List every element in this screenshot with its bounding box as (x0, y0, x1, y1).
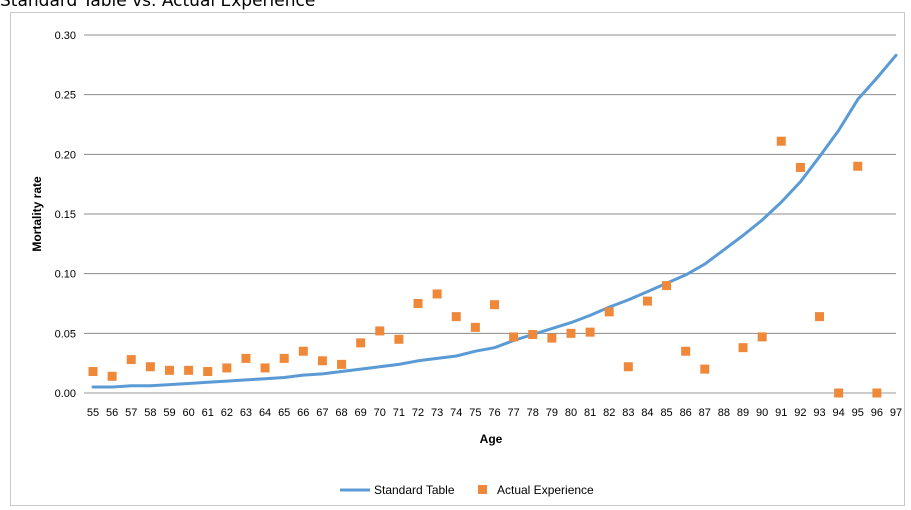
y-tick-label: 0.05 (55, 328, 76, 340)
data-point-actual-experience (126, 355, 136, 365)
x-tick-label: 75 (469, 407, 481, 419)
data-point-actual-experience (260, 363, 270, 373)
x-tick-label: 69 (355, 407, 367, 419)
x-tick-label: 97 (890, 407, 902, 419)
y-tick-label: 0.30 (55, 30, 76, 42)
y-tick-label: 0.20 (55, 149, 76, 161)
x-tick-label: 85 (660, 407, 672, 419)
y-tick-label: 0.15 (55, 209, 76, 221)
x-tick-label: 65 (278, 407, 290, 419)
x-tick-label: 57 (125, 407, 137, 419)
data-point-actual-experience (222, 363, 232, 373)
x-tick-label: 96 (871, 407, 883, 419)
x-tick-label: 74 (450, 407, 462, 419)
x-tick-label: 92 (794, 407, 806, 419)
data-point-actual-experience (88, 367, 98, 377)
legend-label-standard-table: Standard Table (374, 483, 455, 497)
data-point-actual-experience (184, 365, 194, 375)
x-tick-label: 90 (756, 407, 768, 419)
data-point-actual-experience (585, 327, 595, 337)
x-tick-label: 61 (202, 407, 214, 419)
x-tick-label: 91 (775, 407, 787, 419)
x-tick-label: 64 (259, 407, 271, 419)
x-tick-label: 71 (393, 407, 405, 419)
data-point-actual-experience (298, 346, 308, 356)
data-point-actual-experience (375, 326, 385, 336)
data-point-actual-experience (356, 338, 366, 348)
data-point-actual-experience (815, 312, 825, 322)
data-point-actual-experience (203, 367, 213, 377)
x-tick-label: 60 (182, 407, 194, 419)
data-point-actual-experience (872, 388, 882, 398)
data-point-actual-experience (279, 353, 289, 363)
x-tick-label: 62 (221, 407, 233, 419)
x-tick-label: 86 (680, 407, 692, 419)
data-point-actual-experience (337, 359, 347, 369)
x-tick-label: 59 (163, 407, 175, 419)
x-tick-label: 66 (297, 407, 309, 419)
y-tick-label: 0.10 (55, 269, 76, 281)
data-point-actual-experience (738, 343, 748, 353)
data-point-actual-experience (413, 299, 423, 308)
data-point-actual-experience (776, 136, 786, 146)
data-point-actual-experience (528, 330, 538, 340)
x-tick-label: 78 (527, 407, 539, 419)
x-tick-label: 70 (374, 407, 386, 419)
data-point-actual-experience (490, 300, 499, 310)
series-line-standard-table (91, 53, 898, 389)
data-point-actual-experience (164, 365, 174, 375)
data-point-actual-experience (547, 333, 557, 343)
data-point-actual-experience (642, 296, 652, 306)
x-axis-title: Age (480, 432, 503, 446)
x-tick-label: 67 (316, 407, 328, 419)
data-point-actual-experience (317, 356, 327, 366)
data-point-actual-experience (757, 332, 767, 342)
data-point-actual-experience (853, 161, 863, 171)
data-point-actual-experience (681, 346, 691, 356)
x-tick-label: 68 (335, 407, 347, 419)
y-tick-label: 0.00 (55, 388, 76, 400)
x-tick-label: 81 (584, 407, 596, 419)
x-tick-label: 77 (507, 407, 519, 419)
data-point-actual-experience (241, 353, 251, 363)
data-point-actual-experience (604, 307, 614, 317)
x-tick-label: 76 (488, 407, 500, 419)
x-tick-label: 73 (431, 407, 443, 419)
y-tick-label: 0.25 (55, 90, 76, 102)
data-point-actual-experience (795, 162, 805, 172)
x-tick-label: 82 (603, 407, 615, 419)
x-tick-label: 95 (852, 407, 864, 419)
x-tick-label: 55 (87, 407, 99, 419)
y-axis-title: Mortality rate (30, 176, 44, 252)
x-tick-label: 63 (240, 407, 252, 419)
data-point-actual-experience (509, 332, 519, 342)
x-tick-label: 72 (412, 407, 424, 419)
x-tick-label: 84 (641, 407, 653, 419)
data-point-actual-experience (700, 364, 710, 374)
x-tick-label: 56 (106, 407, 118, 419)
data-point-actual-experience (566, 328, 576, 338)
data-point-actual-experience (834, 388, 844, 398)
data-point-actual-experience (662, 281, 672, 291)
data-point-actual-experience (432, 289, 442, 299)
data-point-actual-experience (107, 371, 117, 381)
x-tick-label: 80 (565, 407, 577, 419)
chart-title: Standard Table vs. Actual Experience (0, 0, 316, 11)
x-tick-label: 87 (699, 407, 711, 419)
x-tick-label: 79 (546, 407, 558, 419)
x-tick-label: 93 (813, 407, 825, 419)
data-point-actual-experience (623, 362, 633, 372)
x-tick-label: 94 (833, 407, 845, 419)
x-tick-label: 58 (144, 407, 156, 419)
data-point-actual-experience (470, 322, 480, 332)
legend-label-actual-experience: Actual Experience (497, 483, 594, 497)
x-tick-label: 89 (737, 407, 749, 419)
data-point-actual-experience (145, 362, 155, 372)
legend-marker-swatch (478, 485, 487, 494)
x-tick-label: 88 (718, 407, 730, 419)
x-tick-label: 83 (622, 407, 634, 419)
data-point-actual-experience (451, 312, 461, 322)
data-point-actual-experience (394, 334, 404, 344)
